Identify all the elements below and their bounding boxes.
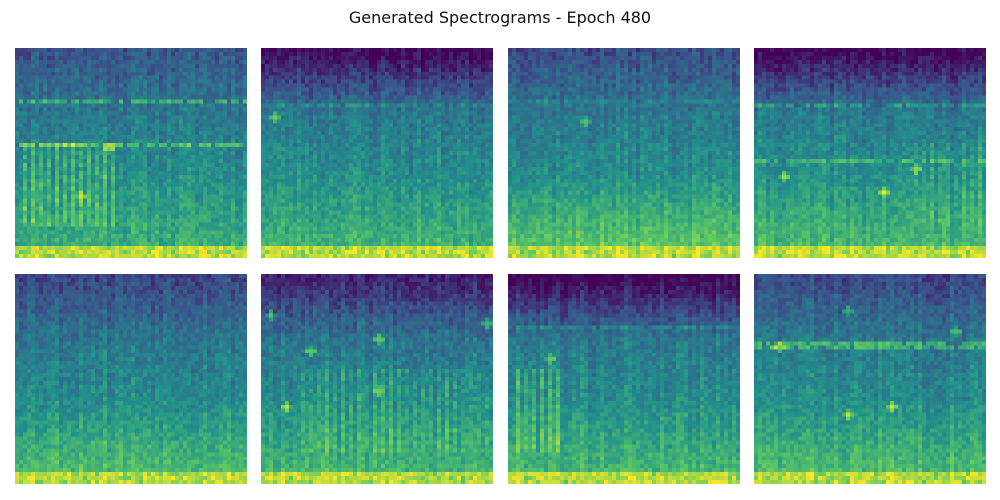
spectrogram-image — [754, 48, 986, 258]
spectrogram-panel-5 — [15, 274, 247, 484]
spectrogram-panel-8 — [754, 274, 986, 484]
spectrogram-image — [508, 274, 740, 484]
spectrogram-panel-1 — [15, 48, 247, 258]
spectrogram-image — [15, 274, 247, 484]
figure-title: Generated Spectrograms - Epoch 480 — [348, 8, 652, 27]
spectrogram-image — [754, 274, 986, 484]
spectrogram-image — [261, 48, 493, 258]
spectrogram-image — [261, 274, 493, 484]
spectrogram-panel-4 — [754, 48, 986, 258]
spectrogram-image — [15, 48, 247, 258]
spectrogram-image — [508, 48, 740, 258]
spectrogram-panel-7 — [508, 274, 740, 484]
spectrogram-panel-3 — [508, 48, 740, 258]
spectrogram-panel-2 — [261, 48, 493, 258]
spectrogram-panel-6 — [261, 274, 493, 484]
